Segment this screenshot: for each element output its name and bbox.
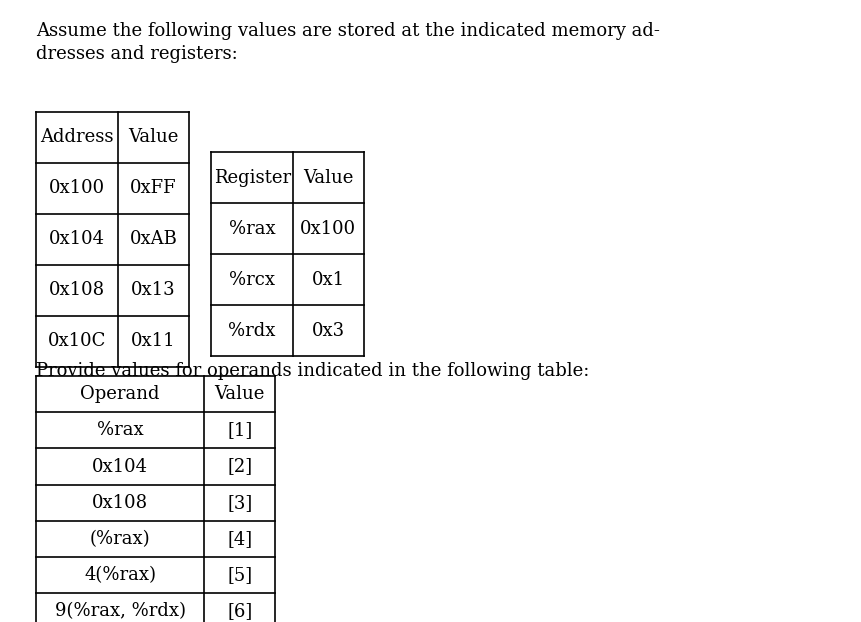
Text: [3]: [3] <box>226 494 252 511</box>
Text: %rax: %rax <box>96 422 144 439</box>
Text: 0x100: 0x100 <box>49 180 105 197</box>
Text: Provide values for operands indicated in the following table:: Provide values for operands indicated in… <box>36 362 589 380</box>
Text: 9(%rax, %rdx): 9(%rax, %rdx) <box>55 602 185 620</box>
Text: Register: Register <box>214 169 290 187</box>
Text: [5]: [5] <box>226 566 252 583</box>
Text: 0x100: 0x100 <box>300 220 356 238</box>
Text: [4]: [4] <box>226 530 252 547</box>
Text: 0xFF: 0xFF <box>130 180 177 197</box>
Text: Value: Value <box>214 386 264 403</box>
Text: Value: Value <box>128 129 178 146</box>
Text: Value: Value <box>303 169 353 187</box>
Text: 4(%rax): 4(%rax) <box>84 566 156 583</box>
Text: [2]: [2] <box>226 458 252 475</box>
Text: (%rax): (%rax) <box>90 530 151 547</box>
Text: 0x3: 0x3 <box>312 322 344 340</box>
Text: 0x108: 0x108 <box>49 282 105 299</box>
Text: 0x11: 0x11 <box>131 333 176 350</box>
Text: %rcx: %rcx <box>229 271 275 289</box>
Text: Operand: Operand <box>80 386 160 403</box>
Text: %rax: %rax <box>228 220 276 238</box>
Text: [6]: [6] <box>226 602 252 620</box>
Text: 0x108: 0x108 <box>92 494 148 511</box>
Text: 0x104: 0x104 <box>92 458 148 475</box>
Text: 0xAB: 0xAB <box>129 231 177 248</box>
Text: 0x1: 0x1 <box>312 271 344 289</box>
Text: Address: Address <box>40 129 114 146</box>
Text: 0x13: 0x13 <box>131 282 176 299</box>
Text: %rdx: %rdx <box>228 322 276 340</box>
Text: dresses and registers:: dresses and registers: <box>36 45 238 63</box>
Text: Assume the following values are stored at the indicated memory ad-: Assume the following values are stored a… <box>36 22 660 40</box>
Text: 0x104: 0x104 <box>49 231 105 248</box>
Text: [1]: [1] <box>226 422 252 439</box>
Text: 0x10C: 0x10C <box>48 333 106 350</box>
